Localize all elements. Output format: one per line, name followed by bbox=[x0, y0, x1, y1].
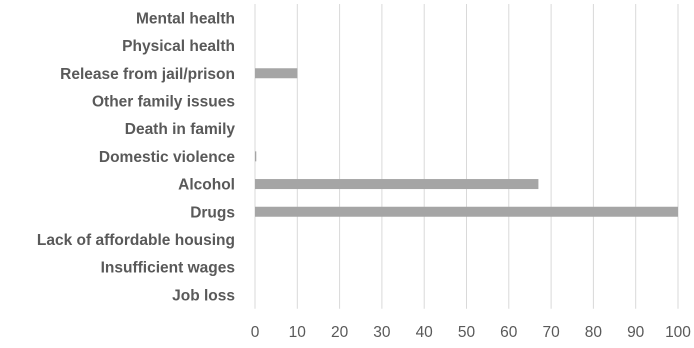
x-tick-label-0: 0 bbox=[251, 324, 260, 341]
bar-domestic-violence bbox=[255, 151, 257, 162]
x-tick-label-50: 50 bbox=[458, 324, 476, 341]
category-label-lack-of-affordable-housing: Lack of affordable housing bbox=[37, 232, 235, 249]
category-label-physical-health: Physical health bbox=[122, 38, 235, 55]
bars bbox=[255, 68, 678, 217]
bar-drugs bbox=[255, 206, 678, 217]
x-tick-label-100: 100 bbox=[665, 324, 691, 341]
x-tick-label-40: 40 bbox=[416, 324, 434, 341]
x-tick-label-10: 10 bbox=[289, 324, 307, 341]
x-tick-label-80: 80 bbox=[585, 324, 603, 341]
category-label-alcohol: Alcohol bbox=[178, 177, 235, 194]
category-labels: Job loss Insufficient wages Lack of afford… bbox=[37, 10, 235, 304]
category-label-domestic-violence: Domestic violence bbox=[99, 149, 235, 166]
bar-release-from-jail-prison bbox=[255, 68, 298, 79]
category-label-release-from-jail-prison: Release from jail/prison bbox=[60, 66, 235, 83]
category-label-job-loss: Job loss bbox=[172, 287, 235, 304]
category-label-mental-health: Mental health bbox=[136, 10, 235, 27]
gridlines bbox=[254, 4, 679, 309]
x-tick-label-70: 70 bbox=[542, 324, 560, 341]
x-tick-label-20: 20 bbox=[331, 324, 349, 341]
x-axis-tick-labels: 0 10 20 30 40 50 60 70 80 90 100 bbox=[251, 324, 692, 341]
category-label-drugs: Drugs bbox=[190, 204, 235, 221]
category-label-death-in-family: Death in family bbox=[125, 121, 236, 138]
x-tick-label-90: 90 bbox=[627, 324, 645, 341]
bar-alcohol bbox=[255, 179, 539, 190]
category-label-other-family-issues: Other family issues bbox=[92, 93, 235, 110]
category-label-insufficient-wages: Insufficient wages bbox=[101, 260, 235, 277]
x-tick-label-60: 60 bbox=[500, 324, 518, 341]
x-tick-label-30: 30 bbox=[373, 324, 391, 341]
